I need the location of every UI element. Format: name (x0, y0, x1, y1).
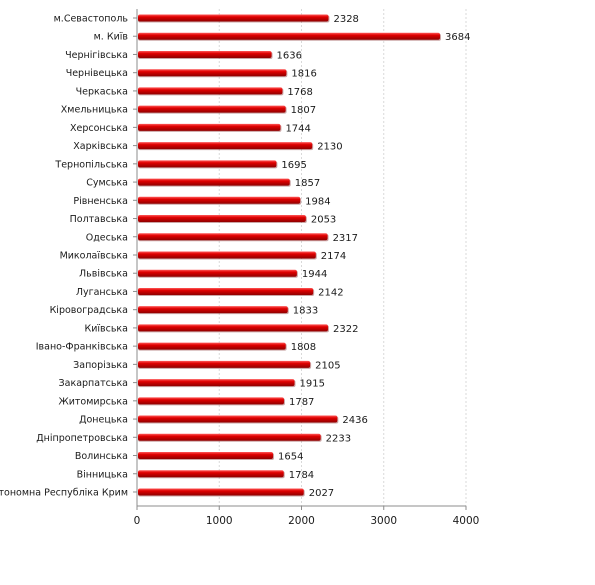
category-label: Черкаська (76, 86, 128, 97)
value-label: 2317 (333, 233, 358, 244)
value-label: 2174 (321, 251, 346, 262)
category-label: Житомирська (58, 396, 128, 407)
value-label: 3684 (445, 32, 470, 43)
bar (138, 160, 277, 168)
value-label: 1654 (278, 452, 303, 463)
bar (138, 32, 441, 40)
value-label: 2436 (342, 415, 367, 426)
category-label: Дніпропетровська (36, 433, 128, 444)
category-label: Полтавська (70, 214, 128, 225)
bar (138, 178, 290, 186)
category-label: Донецька (79, 415, 128, 426)
category-label: Херсонська (70, 123, 128, 134)
x-tick-label-0: 0 (134, 515, 141, 527)
bar (138, 397, 284, 405)
bar (138, 360, 311, 368)
value-label: 2105 (315, 360, 340, 371)
category-label: Миколаївська (60, 250, 128, 261)
category-label: Чернівецька (66, 68, 128, 79)
bar (138, 123, 281, 131)
category-label: Сумська (86, 178, 128, 189)
x-tick-label-3000: 3000 (370, 515, 397, 527)
bar (138, 415, 338, 423)
bar (138, 269, 297, 277)
bar (138, 69, 287, 77)
value-label: 2322 (333, 324, 358, 335)
category-label: Київська (84, 323, 128, 334)
labels: 0 1000 2000 3000 4000 м.Севастополь 2328 м. Киї… (0, 14, 479, 528)
bar (138, 433, 321, 441)
category-label: Рівненська (73, 196, 128, 207)
category-label: Тернопільська (54, 159, 128, 170)
value-label: 2142 (318, 287, 343, 298)
value-label: 1695 (281, 160, 306, 171)
bar (138, 470, 284, 478)
value-label: 2233 (326, 433, 351, 444)
category-label: Харківська (73, 141, 128, 152)
bar (138, 215, 306, 223)
category-label: Кіровоградська (50, 305, 128, 316)
category-label: Автономна Республіка Крим (0, 487, 128, 498)
value-label: 1984 (305, 196, 330, 207)
category-label: Волинська (75, 451, 128, 462)
bar (138, 251, 316, 259)
bar (138, 379, 295, 387)
axes (133, 9, 467, 510)
bar (138, 324, 328, 332)
value-label: 2053 (311, 215, 336, 226)
category-label: Івано-Франківська (36, 342, 128, 353)
x-tick-label-4000: 4000 (453, 515, 480, 527)
category-label: м. Київ (94, 32, 129, 43)
value-label: 1816 (291, 69, 316, 80)
bar (138, 14, 329, 22)
category-label: м.Севастополь (54, 14, 129, 25)
bar (138, 287, 314, 295)
bar (138, 50, 272, 58)
category-label: Чернігівська (65, 50, 128, 61)
value-label: 2027 (309, 488, 334, 499)
value-label: 2328 (333, 14, 358, 25)
value-label: 1787 (289, 397, 314, 408)
category-label: Вінницька (77, 469, 128, 480)
bar (138, 196, 301, 204)
value-label: 1857 (295, 178, 320, 189)
bar (138, 105, 286, 113)
category-label: Хмельницька (61, 105, 128, 116)
value-label: 1808 (291, 342, 316, 353)
value-label: 2130 (317, 142, 342, 153)
category-label: Львівська (79, 269, 128, 280)
x-tick-label-1000: 1000 (206, 515, 233, 527)
value-label: 1944 (302, 269, 327, 280)
bar (138, 452, 274, 460)
value-label: 1833 (293, 306, 318, 317)
bar (138, 233, 328, 241)
category-label: Одеська (86, 232, 128, 243)
value-label: 1636 (277, 50, 302, 61)
x-tick-label-2000: 2000 (288, 515, 315, 527)
value-label: 1784 (289, 470, 314, 481)
bar (138, 87, 283, 95)
category-label: Луганська (76, 287, 128, 298)
category-label: Запорізька (73, 360, 128, 371)
value-label: 1744 (285, 123, 310, 134)
category-label: Закарпатська (59, 378, 128, 389)
bar (138, 342, 286, 350)
bars (138, 14, 442, 497)
bar (138, 306, 288, 314)
value-label: 1915 (300, 379, 325, 390)
value-label: 1807 (291, 105, 316, 116)
value-label: 1768 (287, 87, 312, 98)
bar (138, 488, 304, 496)
bar (138, 142, 313, 150)
